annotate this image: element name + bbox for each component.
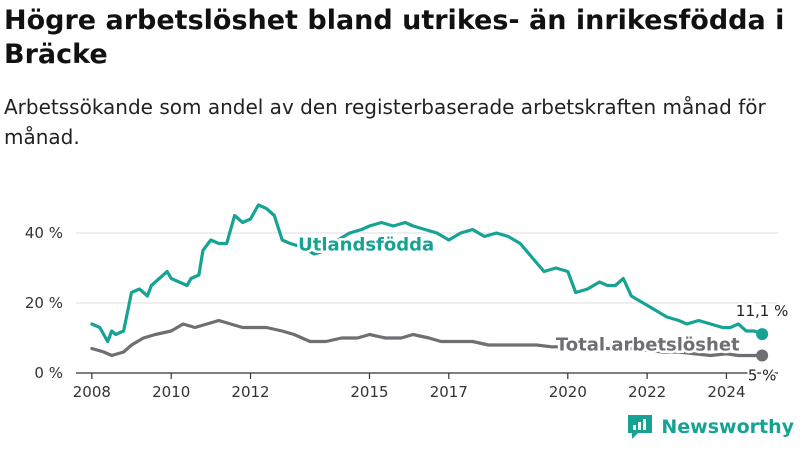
chart-subtitle: Arbetssökande som andel av den registerb… <box>4 95 766 149</box>
series-line-1 <box>90 318 764 358</box>
x-axis: 2008 2010 2012 2015 2017 2020 2022 2024 <box>73 372 778 401</box>
labels-group: 11,1 % 5 % Utlandsfödda Total arbetslöshet <box>296 232 791 387</box>
x-tick-label: 2012 <box>231 383 269 401</box>
chart-title: Högre arbetslöshet bland utrikes- än inr… <box>4 5 785 70</box>
x-tick-label: 2020 <box>549 383 587 401</box>
x-tick-label: 2024 <box>707 383 745 401</box>
x-tick-label: 2015 <box>350 383 388 401</box>
y-tick-label: 40 % <box>25 224 63 242</box>
x-tick-label: 2010 <box>152 383 190 401</box>
series-end-label-1: 5 % <box>748 367 777 385</box>
series-end-label-0: 11,1 % <box>736 302 788 320</box>
series-end-point-1 <box>756 349 769 362</box>
x-tick-label: 2022 <box>628 383 666 401</box>
series-annotation-1: Total arbetslöshet <box>556 334 740 355</box>
y-axis: 0 % 20 % 40 % <box>25 224 63 382</box>
series-annotation-0: Utlandsfödda <box>298 235 434 256</box>
y-tick-label: 0 % <box>34 364 63 382</box>
x-tick-label: 2008 <box>73 383 111 401</box>
series-group <box>90 203 769 362</box>
grid-lines <box>76 232 778 304</box>
newsworthy-logo-icon <box>628 415 653 439</box>
y-tick-label: 20 % <box>25 294 63 312</box>
series-end-point-0 <box>756 328 769 341</box>
x-tick-label: 2017 <box>430 383 468 401</box>
brand-logo: Newsworthy <box>625 412 794 442</box>
series-line-0 <box>90 203 764 344</box>
brand-name: Newsworthy <box>661 416 794 438</box>
